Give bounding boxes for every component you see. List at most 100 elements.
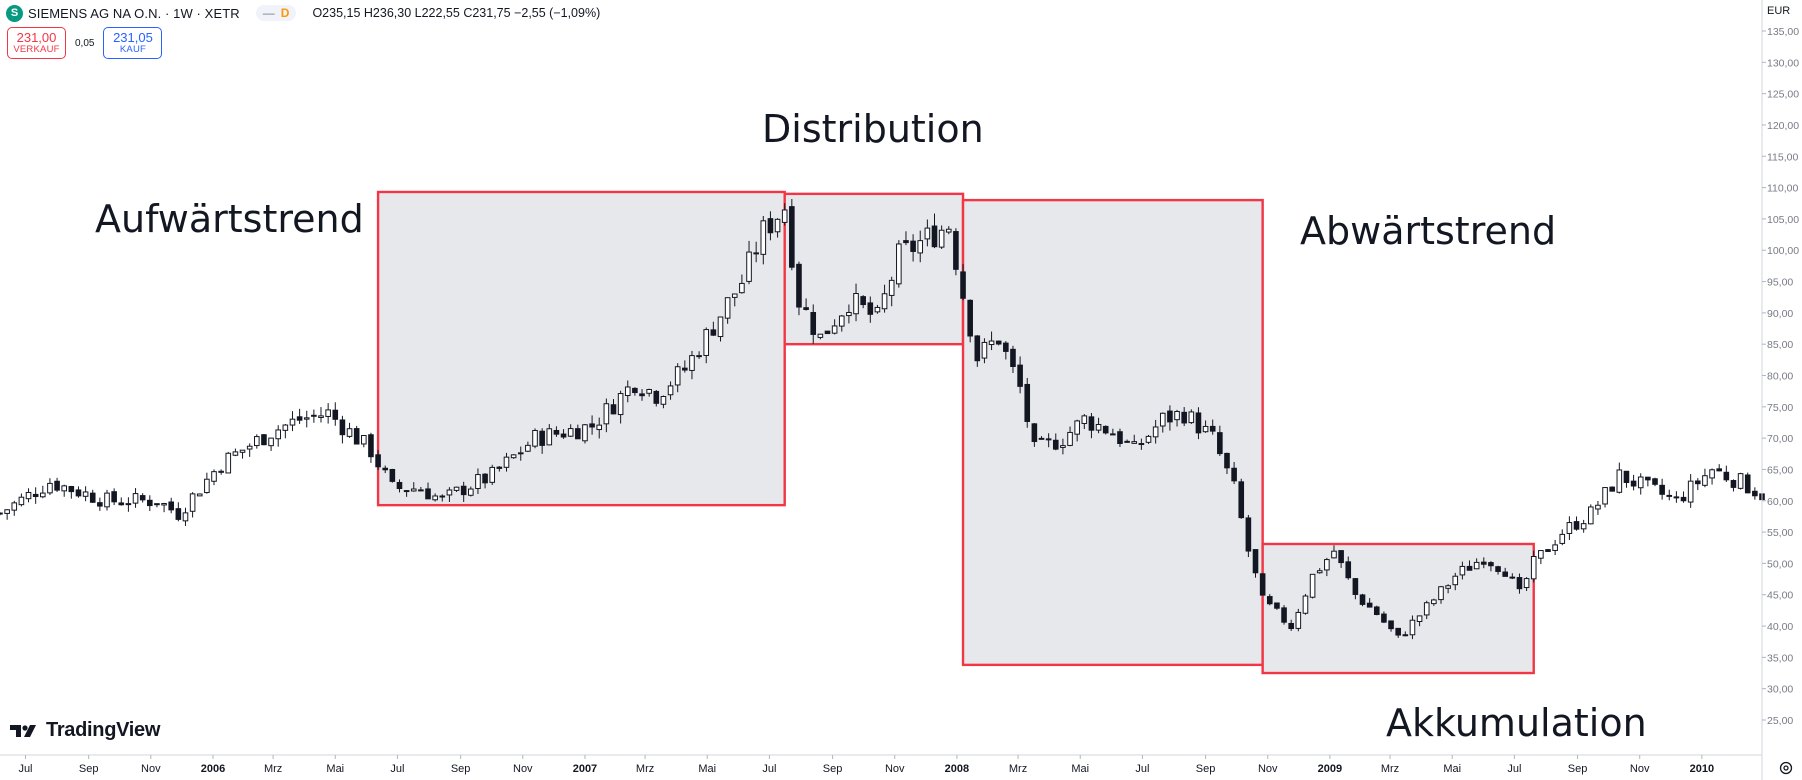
time-tick-label: Mai (698, 763, 716, 775)
candle-180 (1281, 605, 1287, 625)
candle-75 (532, 428, 538, 449)
candle-117 (831, 319, 838, 335)
candle-body (1630, 480, 1637, 487)
candle-body (496, 466, 503, 469)
candle-171 (1217, 425, 1223, 456)
candle-body (1102, 425, 1109, 434)
candle-body (1159, 412, 1166, 427)
candle-213 (1516, 573, 1523, 594)
candle-body (261, 434, 267, 446)
candle-body (995, 340, 1002, 345)
candle-body (368, 434, 374, 458)
candle-body (660, 396, 667, 405)
candle-234 (1666, 489, 1673, 501)
candle-body (988, 340, 995, 346)
candle-72 (510, 454, 517, 459)
candle-141 (1003, 341, 1009, 360)
time-tick-label: Mai (1071, 763, 1089, 775)
candle-197 (1402, 631, 1409, 637)
time-tick-label: Mai (326, 763, 344, 775)
candle-body (118, 502, 125, 506)
price-tick-label: 95,00 (1767, 277, 1793, 289)
time-tick-label: Mrz (636, 763, 654, 775)
change-value: −2,55 (−1,09%) (514, 6, 601, 20)
candle-body (853, 293, 859, 315)
candle-body (111, 491, 117, 503)
candle-body (18, 496, 25, 506)
candle-114 (810, 304, 817, 344)
time-tick-label: Sep (823, 763, 843, 775)
candle-201 (1431, 598, 1437, 606)
candle-body (82, 491, 89, 497)
candle-body (1117, 431, 1123, 444)
candle-191 (1359, 593, 1366, 607)
candle-body (1003, 342, 1009, 352)
buy-price: 231,05 (113, 30, 153, 46)
candle-58 (410, 482, 417, 492)
candle-9 (61, 484, 68, 497)
candle-body (1052, 439, 1059, 450)
candle-140 (995, 340, 1002, 346)
candle-208 (1480, 557, 1487, 569)
candle-210 (1495, 565, 1501, 575)
symbol-legend[interactable]: S SIEMENS AG NA O.N. · 1W · XETR — D O23… (6, 3, 600, 23)
time-tick-label: Nov (1258, 763, 1278, 775)
market-status-pill[interactable]: — D (255, 5, 297, 21)
candle-60 (425, 482, 431, 500)
time-tick-label: 2010 (1690, 763, 1714, 775)
candle-85 (603, 398, 610, 433)
candle-80 (567, 424, 574, 438)
candle-body (938, 229, 945, 248)
candle-body (603, 403, 610, 425)
candle-113 (803, 298, 809, 311)
candle-95 (674, 363, 681, 393)
candle-body (254, 436, 260, 447)
candle-body (47, 482, 53, 494)
candle-body (1552, 544, 1558, 551)
candle-body (1381, 613, 1387, 623)
candle-body (1445, 585, 1451, 589)
tradingview-logo[interactable]: TradingView (10, 719, 160, 742)
candle-142 (1010, 345, 1016, 374)
candle-body (232, 451, 239, 456)
candle-233 (1659, 478, 1665, 500)
price-tick-label: 110,00 (1767, 183, 1798, 195)
time-tick-label: Sep (451, 763, 471, 775)
candle-body (682, 367, 688, 371)
candle-body (824, 330, 831, 335)
candle-125 (888, 276, 895, 307)
candle-body (1202, 425, 1209, 433)
candle-body (275, 429, 282, 440)
time-tick-label: Nov (513, 763, 533, 775)
candle-body (154, 503, 160, 506)
spread-value: 0,05 (75, 37, 95, 49)
candle-178 (1266, 594, 1273, 606)
candle-body (1366, 602, 1373, 608)
candle-body (1545, 549, 1551, 552)
symbol-title[interactable]: SIEMENS AG NA O.N. · 1W · XETR (28, 5, 240, 21)
candle-96 (682, 360, 688, 373)
sell-button[interactable]: 231,00 VERKAUF (7, 27, 66, 59)
candle-112 (796, 261, 802, 316)
tradingview-brand: TradingView (46, 719, 161, 741)
candle-body (517, 452, 524, 455)
candle-20 (139, 493, 146, 503)
candle-body (75, 489, 82, 497)
candle-body (54, 480, 60, 491)
candle-body (1395, 627, 1401, 636)
tradingview-logo-icon (10, 724, 36, 737)
candle-body (1637, 476, 1644, 489)
candle-body (1359, 594, 1366, 605)
candle-body (539, 430, 545, 446)
time-tick-label: 2007 (573, 763, 597, 775)
candle-48 (339, 415, 346, 444)
price-tick-label: 35,00 (1767, 652, 1793, 664)
buy-label: KAUF (119, 43, 147, 55)
candle-body (1523, 578, 1530, 589)
candle-15 (104, 489, 110, 511)
candle-135 (960, 264, 966, 301)
candle-body (1288, 622, 1294, 630)
settings-gear-icon[interactable] (1778, 760, 1794, 776)
buy-button[interactable]: 231,05 KAUF (103, 27, 163, 59)
